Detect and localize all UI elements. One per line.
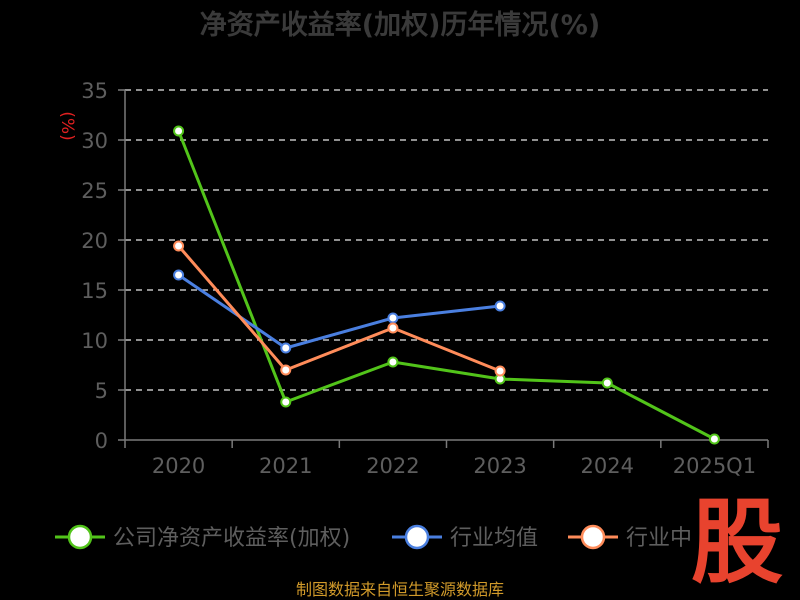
data-point [173,240,185,252]
y-tick-label: 0 [95,429,108,453]
y-tick-label: 5 [95,379,108,403]
y-tick-label: 25 [81,179,108,203]
legend-marker [67,524,93,550]
y-tick-label: 20 [81,229,108,253]
x-tick-label: 2020 [152,454,205,478]
y-unit-label: (%) [57,111,77,140]
legend-label: 行业均值 [450,526,538,551]
data-point [173,125,185,137]
data-point [494,300,506,312]
source-note: 制图数据来自恒生聚源数据库 [296,580,504,599]
series-line [177,245,501,373]
y-tick-label: 30 [81,129,108,153]
data-point [280,342,292,354]
legend-marker [404,524,430,550]
data-point [494,365,506,377]
x-tick-label: 2025Q1 [673,454,756,478]
y-tick-label: 35 [81,79,108,103]
data-point [387,322,399,334]
y-tick-label: 15 [81,279,108,303]
x-tick-label: 2021 [259,454,312,478]
legend-marker [580,524,606,550]
series-line [177,273,501,350]
data-point [387,356,399,368]
data-point [601,377,613,389]
x-tick-label: 2022 [366,454,419,478]
brand-logo: 股 [691,489,783,596]
legend-label: 公司净资产收益率(加权) [113,526,350,551]
series-line [177,130,716,441]
logo-glyph: 股 [691,489,783,596]
x-tick-labels: 2020 2021 2022 2023 2024 2025Q1 [124,440,769,478]
data-point [280,364,292,376]
x-tick-label: 2024 [581,454,634,478]
data-point [708,433,720,445]
axes [124,90,768,441]
legend: 公司净资产收益率(加权) 行业均值 行业中 [55,524,692,551]
x-tick-label: 2023 [473,454,526,478]
data-point [280,396,292,408]
series-lines [173,125,720,445]
gridlines [125,89,768,391]
y-tick-label: 10 [81,329,108,353]
chart-title: 净资产收益率(加权)历年情况(%) [200,9,600,41]
legend-label: 行业中 [626,526,692,551]
y-tick-labels: 0 5 10 15 20 25 30 35 [81,79,125,453]
data-point [387,312,399,324]
data-point [173,269,185,281]
